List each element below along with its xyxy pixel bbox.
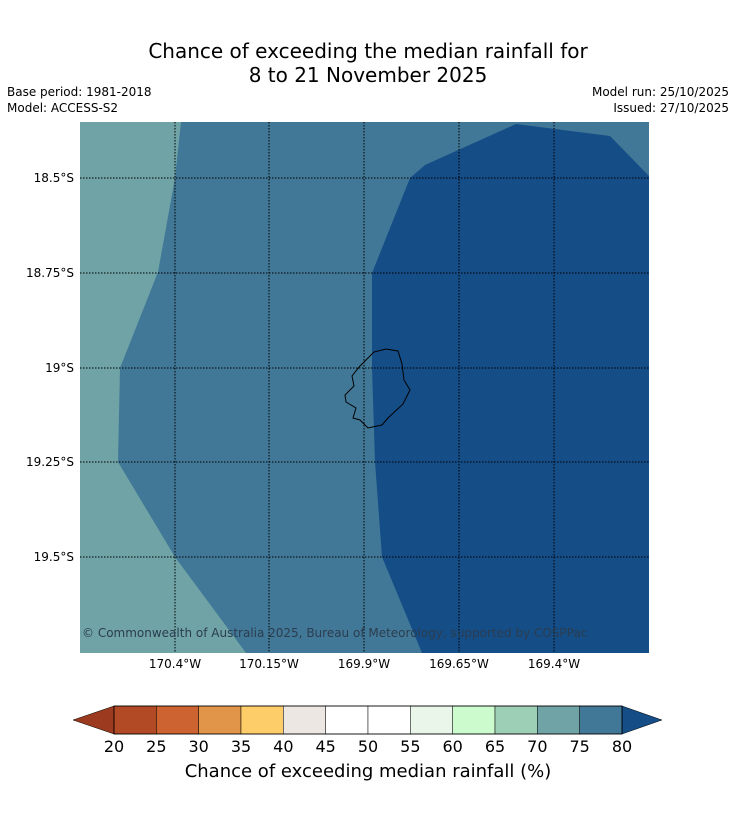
colorbar-bin [240, 705, 284, 735]
base-period-label: Base period: 1981-2018 [7, 85, 152, 99]
model-label: Model: ACCESS-S2 [7, 101, 119, 115]
colorbar-bin [198, 705, 242, 735]
lat-label-19: 19°S [45, 361, 74, 375]
colorbar-bin [410, 705, 453, 735]
colorbar-tick-label: 65 [484, 737, 506, 756]
colorbar-bin [579, 705, 623, 735]
colorbar-tick-label: 45 [315, 737, 336, 756]
copyright-notice: © Commonwealth of Australia 2025, Bureau… [82, 626, 587, 640]
metadata-left: Base period: 1981-2018 Model: ACCESS-S2 [7, 84, 152, 116]
lon-label-170-4: 170.4°W [148, 657, 202, 671]
lon-label-169-4: 169.4°W [527, 657, 581, 671]
lon-label-170-15: 170.15°W [239, 657, 299, 671]
colorbar-tick-label: 30 [188, 737, 209, 756]
colorbar-tick-label: 35 [230, 737, 252, 756]
colorbar-bins [113, 705, 623, 735]
map-title-line-2: 8 to 21 November 2025 [248, 63, 488, 87]
lon-label-169-65: 169.65°W [429, 657, 489, 671]
colorbar-bin [494, 705, 538, 735]
colorbar-tick-label: 60 [442, 737, 463, 756]
metadata-right: Model run: 25/10/2025 Issued: 27/10/2025 [592, 84, 729, 116]
colorbar-tick-label: 20 [103, 737, 125, 756]
lat-label-19-5: 19.5°S [33, 550, 74, 564]
colorbar-under-triangle [72, 705, 115, 735]
colorbar-bin [325, 705, 369, 735]
colorbar-bin [367, 705, 411, 735]
colorbar-tick-label: 75 [569, 737, 590, 756]
island-outline [344, 348, 411, 429]
model-run-label: Model run: 25/10/2025 [591, 85, 729, 99]
colorbar-tick-label: 80 [611, 737, 633, 756]
colorbar-bin [452, 705, 496, 735]
issued-label: Issued: 27/10/2025 [613, 101, 729, 115]
region-above-80-percent [372, 124, 649, 653]
lat-label-18-75: 18.75°S [26, 266, 74, 280]
colorbar-bin [283, 705, 326, 735]
map-panel: © Commonwealth of Australia 2025, Bureau… [80, 122, 649, 653]
colorbar-bin [113, 705, 157, 735]
colorbar-tick-label: 50 [357, 737, 379, 756]
colorbar-tick-label: 55 [400, 737, 421, 756]
lat-label-18-5: 18.5°S [33, 171, 74, 185]
lat-label-19-25: 19.25°S [26, 455, 74, 469]
map-title-line-1: Chance of exceeding the median rainfall … [148, 39, 588, 63]
colorbar-frame [113, 705, 623, 735]
colorbar [72, 705, 663, 735]
lon-label-169-9: 169.9°W [337, 657, 391, 671]
colorbar-bin [156, 705, 199, 735]
colorbar-over-triangle [621, 705, 663, 735]
colorbar-bin [537, 705, 580, 735]
lon-gridlines [174, 122, 555, 653]
colorbar-title: Chance of exceeding median rainfall (%) [184, 761, 552, 782]
colorbar-tick-label: 40 [273, 737, 294, 756]
colorbar-tick-label: 70 [527, 737, 548, 756]
colorbar-tick-label: 25 [146, 737, 167, 756]
